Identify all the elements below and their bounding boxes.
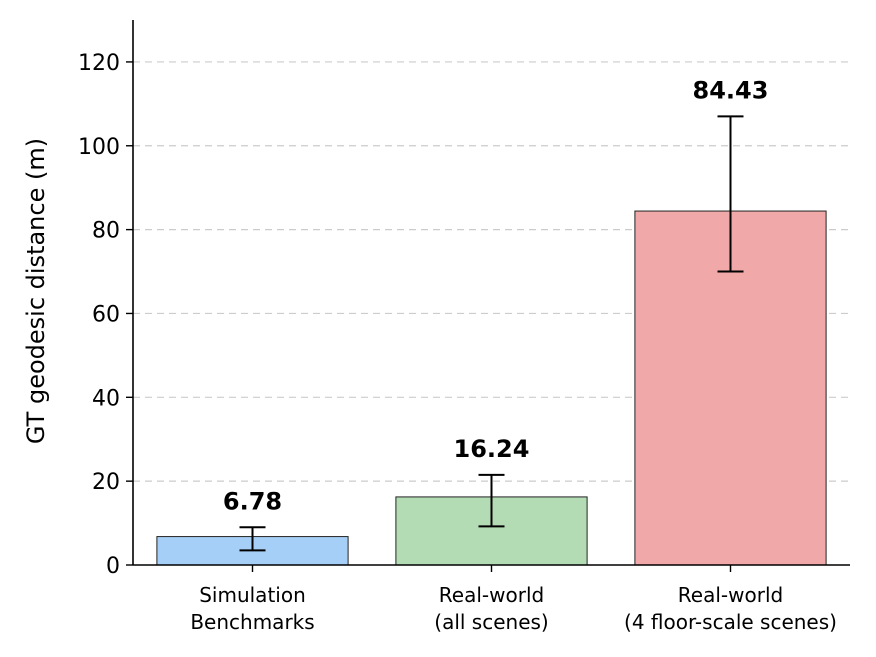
y-tick-label-60: 60 (92, 302, 120, 327)
y-tick-label-40: 40 (92, 386, 120, 411)
y-tick-label-0: 0 (106, 554, 120, 579)
value-label-1: 16.24 (454, 435, 530, 463)
value-label-2: 84.43 (693, 76, 769, 104)
y-tick-label-100: 100 (78, 135, 120, 160)
value-label-0: 6.78 (223, 487, 282, 515)
y-axis-label: GT geodesic distance (m) (22, 138, 50, 444)
error-bars (239, 115, 744, 552)
y-tick-label-120: 120 (78, 51, 120, 76)
x-tick-label-2-0: Real-world (678, 583, 783, 607)
x-tick-label-0-1: Benchmarks (190, 610, 314, 634)
y-ticks: 0 20 40 60 80 100 120 (78, 51, 133, 579)
x-tick-label-0-0: Simulation (199, 583, 306, 607)
y-tick-label-20: 20 (92, 470, 120, 495)
y-tick-label-80: 80 (92, 219, 120, 244)
x-tick-label-2-1: (4 floor-scale scenes) (624, 610, 837, 634)
x-tick-label-1-1: (all scenes) (434, 610, 548, 634)
value-labels: 6.78 16.24 84.43 (223, 76, 769, 515)
x-tick-labels: Simulation Benchmarks Real-world (all scene… (190, 565, 837, 634)
x-tick-label-1-0: Real-world (439, 583, 544, 607)
